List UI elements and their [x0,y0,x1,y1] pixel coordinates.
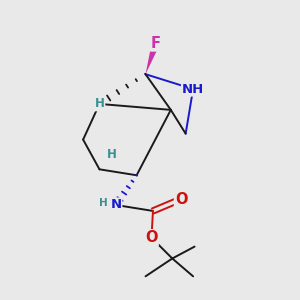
Text: N: N [110,199,122,212]
Polygon shape [146,42,160,74]
Text: H: H [106,148,116,161]
Text: H: H [94,98,104,110]
Text: O: O [145,230,158,245]
Text: F: F [151,35,161,50]
Text: O: O [175,191,188,206]
Text: NH: NH [182,82,204,96]
Text: H: H [99,198,108,208]
